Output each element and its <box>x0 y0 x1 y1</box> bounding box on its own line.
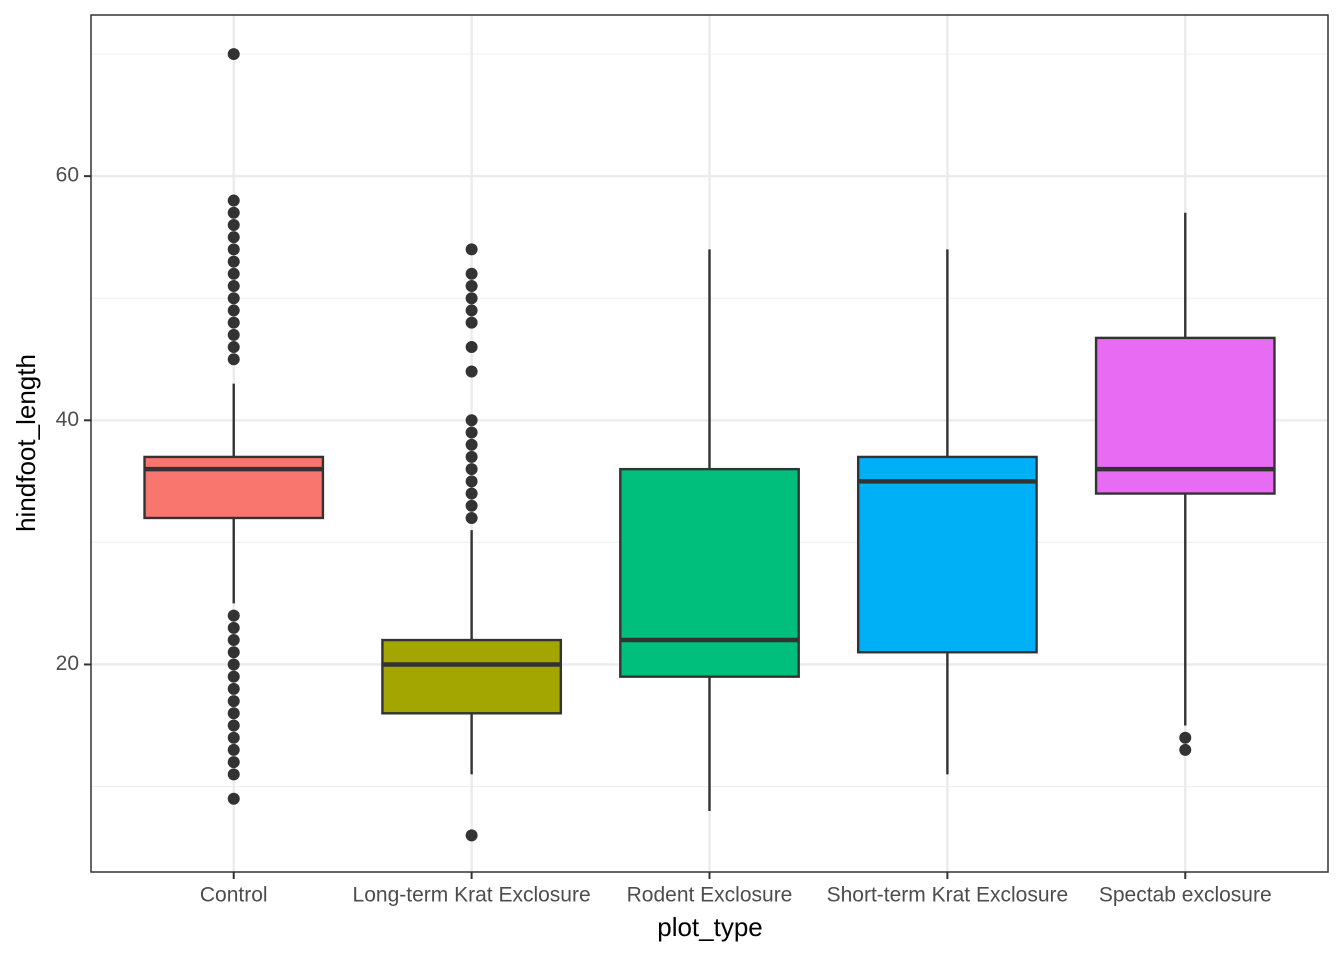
outlier <box>227 316 240 329</box>
x-tick-label: Spectab exclosure <box>1099 884 1272 907</box>
outlier <box>465 316 478 329</box>
outlier <box>227 768 240 781</box>
panel-border <box>90 14 1329 873</box>
outlier <box>465 414 478 427</box>
box <box>143 455 325 520</box>
outlier <box>227 731 240 744</box>
outlier <box>227 719 240 732</box>
outlier <box>465 426 478 439</box>
outlier <box>465 280 478 293</box>
outlier <box>227 658 240 671</box>
y-tick-label: 40 <box>56 408 79 431</box>
x-tick-label: Short-term Krat Exclosure <box>827 884 1069 907</box>
outlier <box>465 292 478 305</box>
outlier <box>1179 743 1192 756</box>
outlier <box>465 243 478 256</box>
outlier <box>465 487 478 500</box>
outlier <box>227 756 240 769</box>
outlier <box>465 463 478 476</box>
outlier <box>465 829 478 842</box>
outlier <box>465 499 478 512</box>
box <box>856 455 1038 654</box>
outlier <box>227 231 240 244</box>
outlier <box>465 365 478 378</box>
outlier <box>227 646 240 659</box>
outlier <box>227 304 240 317</box>
outlier <box>465 341 478 354</box>
outlier <box>227 328 240 341</box>
x-tick-label: Long-term Krat Exclosure <box>353 884 591 907</box>
outlier <box>227 280 240 293</box>
outlier <box>227 634 240 647</box>
outlier <box>227 206 240 219</box>
outlier <box>465 511 478 524</box>
box <box>381 638 563 715</box>
outlier <box>227 243 240 256</box>
x-axis-title: plot_type <box>657 912 763 942</box>
outlier <box>227 267 240 280</box>
outlier <box>227 670 240 683</box>
outlier <box>227 218 240 231</box>
outlier <box>227 255 240 268</box>
outlier <box>227 695 240 708</box>
outlier <box>227 682 240 695</box>
outlier <box>465 475 478 488</box>
outlier <box>227 621 240 634</box>
outlier <box>227 609 240 622</box>
outlier <box>465 438 478 451</box>
outlier <box>227 353 240 366</box>
outlier <box>227 341 240 354</box>
outlier <box>227 292 240 305</box>
outlier <box>227 194 240 207</box>
box <box>619 467 800 678</box>
outlier <box>227 48 240 61</box>
y-tick-label: 20 <box>56 652 79 675</box>
outlier <box>227 792 240 805</box>
x-tick-label: Rodent Exclosure <box>627 884 793 907</box>
outlier <box>465 267 478 280</box>
y-tick-label: 60 <box>56 164 79 187</box>
outlier <box>465 304 478 317</box>
outlier <box>227 743 240 756</box>
y-axis-title: hindfoot_length <box>11 354 41 532</box>
x-tick-label: Control <box>200 884 268 907</box>
outlier <box>227 707 240 720</box>
outlier <box>465 450 478 463</box>
outlier <box>1179 731 1192 744</box>
